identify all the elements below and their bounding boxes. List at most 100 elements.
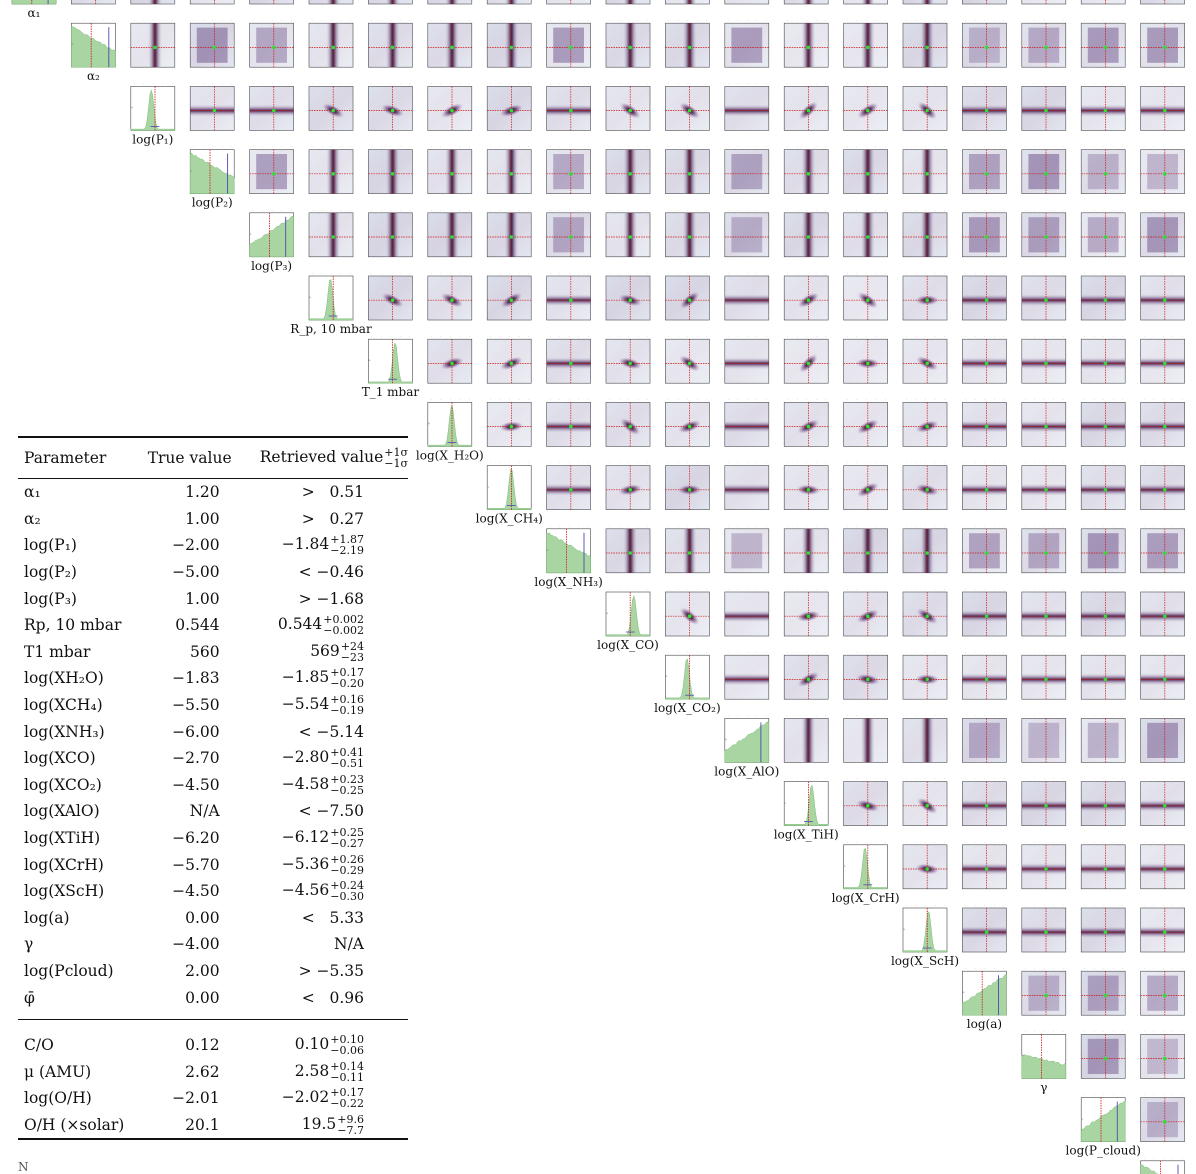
retrieved-median: < 5.33: [301, 908, 364, 927]
retrieved-value: −1.84 +1.87 −2.19: [246, 532, 408, 559]
svg-text:·: ·: [500, 272, 501, 276]
svg-text:·: ·: [766, 19, 767, 23]
svg-text:·: ·: [916, 524, 917, 528]
svg-text:·: ·: [1084, 398, 1085, 402]
svg-text:·: ·: [103, 19, 104, 23]
svg-text:P: P: [130, 106, 134, 108]
svg-text:·: ·: [322, 208, 323, 212]
truth-point: [866, 614, 870, 618]
svg-text:·: ·: [1094, 1030, 1095, 1034]
svg-text:·: ·: [925, 145, 926, 149]
svg-text:·: ·: [687, 588, 688, 592]
svg-text:·: ·: [450, 145, 451, 149]
err-plus: +0.41: [330, 746, 364, 760]
retrieved-value: −6.12 +0.25 −0.27: [246, 825, 408, 852]
density-band: [801, 149, 816, 194]
marginal-histogram: [1021, 1054, 1067, 1079]
svg-text:·: ·: [409, 335, 410, 339]
panel-7-18: · · · · ·: [1080, 398, 1126, 447]
svg-text:·: ·: [766, 335, 767, 339]
svg-text:·: ·: [1044, 461, 1045, 465]
svg-text:·: ·: [816, 145, 817, 149]
panel-5-10: · · · · ·: [605, 272, 651, 321]
svg-text:·: ·: [994, 588, 995, 592]
svg-text:·: ·: [1153, 272, 1154, 276]
svg-text:·: ·: [1182, 840, 1183, 844]
svg-text:·: ·: [747, 651, 748, 655]
density-band: [801, 212, 816, 257]
header-retrieved-label: Retrieved value: [259, 448, 384, 466]
svg-text:·: ·: [975, 714, 976, 718]
svg-text:·: ·: [875, 208, 876, 212]
svg-text:·: ·: [341, 208, 342, 212]
svg-text:·: ·: [1144, 19, 1145, 23]
density-band: [444, 23, 460, 68]
svg-text:·: ·: [1172, 1030, 1173, 1034]
svg-text:·: ·: [668, 208, 669, 212]
svg-text:·: ·: [866, 840, 867, 844]
retrieved-median: −1.84: [281, 535, 330, 554]
density-band: [623, 212, 638, 257]
svg-text:·: ·: [1144, 398, 1145, 402]
param-name: log(XH₂O): [24, 669, 104, 688]
panel-7-14: · · · · ·: [843, 398, 888, 447]
density-band: [1081, 104, 1126, 117]
true-value: 560: [190, 642, 220, 661]
svg-text:·: ·: [925, 777, 926, 781]
marginal-histogram: [130, 88, 176, 131]
svg-text:·: ·: [381, 145, 382, 149]
marginal-1: · · · · ·P: [70, 19, 116, 68]
truth-point: [925, 172, 929, 176]
truth-point: [925, 551, 929, 555]
svg-text:·: ·: [1044, 19, 1045, 23]
truth-point: [1163, 993, 1167, 998]
truth-point: [272, 172, 276, 176]
svg-text:·: ·: [1063, 82, 1064, 86]
panel-5-8: · · · · ·: [486, 272, 532, 321]
truth-point: [1044, 930, 1048, 934]
svg-text:·: ·: [885, 145, 886, 149]
svg-text:·: ·: [519, 335, 520, 339]
svg-text:·: ·: [1034, 840, 1035, 844]
svg-text:·: ·: [1034, 82, 1035, 86]
svg-text:·: ·: [500, 19, 501, 23]
svg-text:·: ·: [806, 335, 807, 339]
svg-text:·: ·: [1044, 840, 1045, 844]
true-value: −5.70: [172, 855, 220, 874]
panel-12-17: · · · · ·: [1021, 714, 1067, 763]
svg-text:·: ·: [1103, 335, 1104, 339]
retrieved-value: 2.58 +0.14 −0.11: [246, 1058, 408, 1085]
svg-text:·: ·: [312, 272, 313, 276]
panel-13-14: · · · · ·: [843, 777, 888, 826]
svg-text:·: ·: [162, 19, 163, 23]
truth-point: [1163, 930, 1167, 934]
panel-0-5: ·····: [308, 0, 354, 5]
panel-3-16: · · · · ·: [962, 145, 1007, 194]
err-minus: −0.29: [330, 863, 364, 877]
panel-17-18: · · · · ·: [1080, 1030, 1126, 1079]
param-name: log(XTiH): [24, 829, 101, 848]
panel-6-9: · · · · ·: [546, 335, 591, 384]
svg-text:·: ·: [371, 208, 372, 212]
svg-text:·: ·: [431, 145, 432, 149]
svg-text:·: ·: [847, 208, 848, 212]
svg-text:·: ·: [528, 272, 529, 276]
truth-point: [687, 235, 692, 239]
panel-0-12: ·····: [724, 0, 770, 5]
svg-text:·: ·: [519, 398, 520, 402]
truth-point: [687, 172, 692, 176]
truth-point: [1163, 361, 1167, 366]
svg-text:·: ·: [1182, 714, 1183, 718]
density-band: [326, 212, 341, 257]
truth-point: [1103, 677, 1108, 682]
svg-text:·: ·: [866, 777, 867, 781]
panel-4-5: · · · · ·: [308, 208, 354, 258]
svg-text:·: ·: [153, 82, 154, 86]
svg-text:·: ·: [856, 524, 857, 528]
svg-text:P: P: [1021, 1054, 1025, 1056]
svg-text:·: ·: [1103, 82, 1104, 86]
panel-13-16: · · · · ·: [962, 777, 1007, 826]
svg-text:·: ·: [816, 524, 817, 528]
truth-point: [1044, 298, 1048, 303]
svg-text:·: ·: [1144, 208, 1145, 212]
